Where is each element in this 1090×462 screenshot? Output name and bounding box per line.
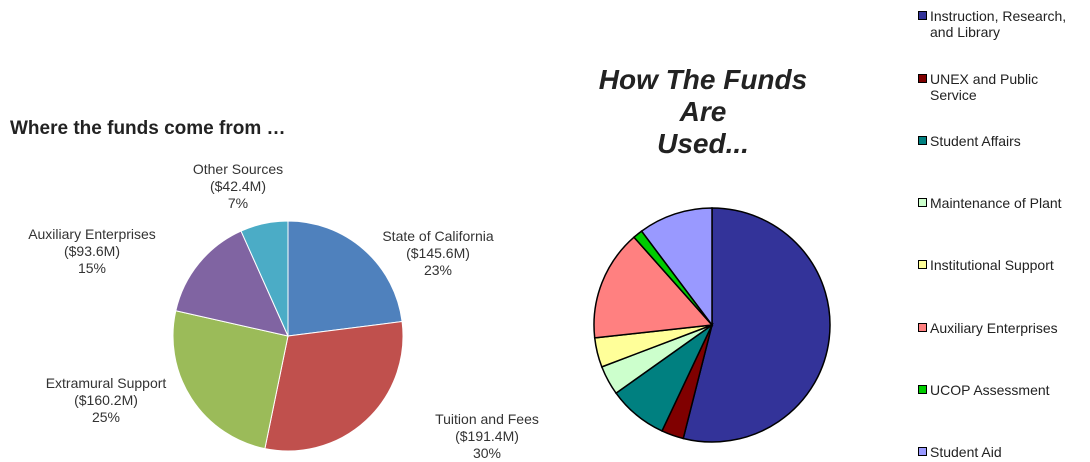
legend-item: Student Aid bbox=[918, 444, 1090, 460]
right-chart-title: How The Funds Are Used... bbox=[568, 64, 838, 160]
pie-slice-student-aid bbox=[640, 207, 713, 328]
slice-label-extramural-support: Extramural Support ($160.2M) 25% bbox=[26, 375, 186, 426]
slice-amount: ($160.2M) bbox=[74, 392, 138, 408]
legend-swatch bbox=[918, 385, 927, 394]
slice-name: Extramural Support bbox=[45, 375, 167, 391]
slice-amount: ($145.6M) bbox=[406, 245, 470, 261]
legend-swatch bbox=[918, 447, 927, 456]
funds-usage-pie bbox=[593, 207, 831, 443]
funding-sources-pie bbox=[172, 220, 404, 452]
legend-item: Student Affairs bbox=[918, 133, 1090, 149]
slice-name: Auxiliary Enterprises bbox=[28, 226, 156, 242]
slice-amount: ($93.6M) bbox=[63, 243, 121, 259]
legend-label: Auxiliary Enterprises bbox=[930, 320, 1058, 336]
slice-name: Tuition and Fees bbox=[435, 411, 539, 427]
legend-item: Maintenance of Plant bbox=[918, 195, 1090, 211]
left-chart-title: Where the funds come from … bbox=[10, 118, 286, 139]
slice-percent: 30% bbox=[472, 445, 502, 461]
legend-label: Institutional Support bbox=[930, 257, 1054, 273]
slice-label-other-sources: Other Sources ($42.4M) 7% bbox=[158, 161, 318, 212]
slice-amount: ($42.4M) bbox=[209, 178, 267, 194]
slice-percent: 23% bbox=[423, 262, 453, 278]
pie-slice-instruction-research-and-library bbox=[682, 207, 831, 443]
legend-swatch bbox=[918, 260, 927, 269]
pie-slice-auxiliary-enterprises bbox=[593, 236, 714, 339]
legend-swatch bbox=[918, 198, 927, 207]
right-title-line-3: Used... bbox=[657, 128, 749, 159]
slice-amount: ($191.4M) bbox=[455, 428, 519, 444]
legend-label: Instruction, Research, and Library bbox=[930, 8, 1067, 40]
legend-item: Instruction, Research, and Library bbox=[918, 8, 1090, 40]
slice-percent: 15% bbox=[77, 260, 107, 276]
legend-swatch bbox=[918, 11, 927, 20]
legend-item: UNEX and Public Service bbox=[918, 71, 1090, 103]
legend-swatch bbox=[918, 74, 927, 83]
slice-label-auxiliary-enterprises: Auxiliary Enterprises ($93.6M) 15% bbox=[12, 226, 172, 277]
pie-slice-auxiliary-enterprises bbox=[175, 230, 289, 337]
legend-label: UNEX and Public Service bbox=[930, 71, 1039, 103]
legend-label: UCOP Assessment bbox=[930, 382, 1050, 398]
slice-label-state-of-california: State of California ($145.6M) 23% bbox=[358, 228, 518, 279]
legend-label: Student Affairs bbox=[930, 133, 1021, 149]
slice-label-tuition-and-fees: Tuition and Fees ($191.4M) 30% bbox=[407, 411, 567, 462]
legend-label: Maintenance of Plant bbox=[930, 195, 1062, 211]
legend-item: Institutional Support bbox=[918, 257, 1090, 273]
legend-label: Student Aid bbox=[930, 444, 1002, 460]
legend-item: Auxiliary Enterprises bbox=[918, 320, 1090, 336]
legend-swatch bbox=[918, 323, 927, 332]
right-title-line-1: How The Funds bbox=[598, 64, 808, 95]
right-title-line-2: Are bbox=[679, 96, 727, 127]
legend-swatch bbox=[918, 136, 927, 145]
pie-slice-extramural-support bbox=[172, 310, 289, 450]
legend-item: UCOP Assessment bbox=[918, 382, 1090, 398]
slice-name: Other Sources bbox=[192, 161, 284, 177]
slice-name: State of California bbox=[382, 228, 494, 244]
pie-slice-other-sources bbox=[240, 220, 289, 337]
slice-percent: 25% bbox=[91, 409, 121, 425]
slice-percent: 7% bbox=[227, 195, 249, 211]
pie-slice-state-of-california bbox=[287, 220, 403, 337]
pie-slice-tuition-and-fees bbox=[264, 320, 404, 452]
